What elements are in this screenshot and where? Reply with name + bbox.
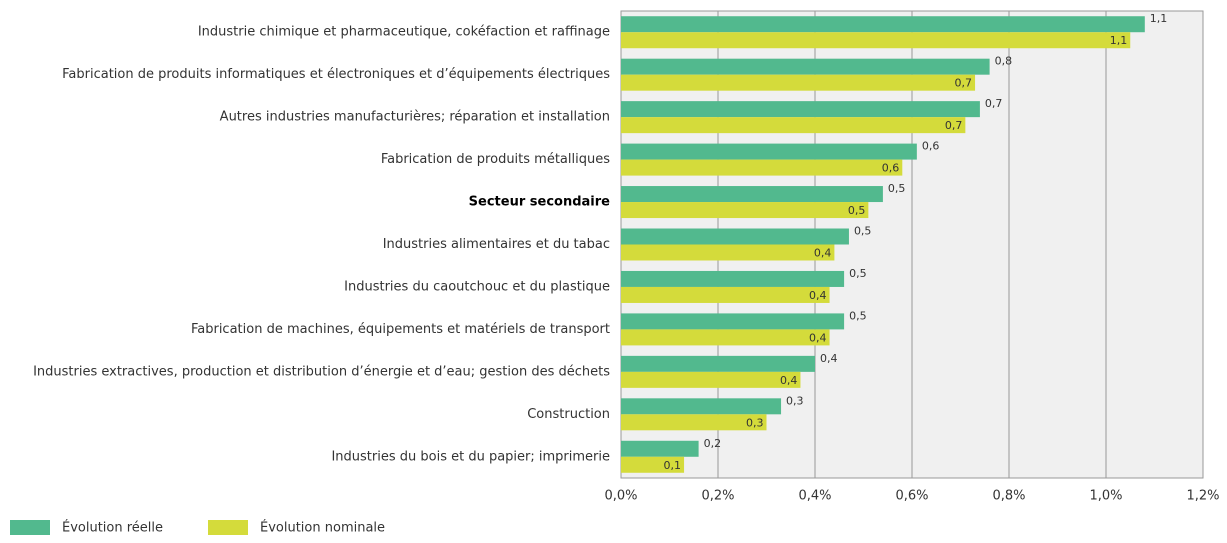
category-label: Fabrication de machines, équipements et … <box>191 322 610 337</box>
bar <box>621 398 782 415</box>
bar <box>621 355 815 372</box>
category-label: Construction <box>527 407 610 422</box>
value-label: 0,5 <box>848 204 866 217</box>
value-label: 0,4 <box>814 247 832 260</box>
legend-swatch <box>208 520 248 535</box>
x-tick-label: 0,0% <box>604 489 637 504</box>
bar <box>621 58 990 75</box>
x-tick-label: 0,4% <box>798 489 831 504</box>
legend-label: Évolution réelle <box>62 520 163 536</box>
bar <box>621 117 966 134</box>
bar <box>621 244 835 261</box>
bar <box>621 202 869 219</box>
bar <box>621 74 976 91</box>
value-label: 0,4 <box>820 352 838 365</box>
category-label: Industries du caoutchouc et du plastique <box>344 279 610 294</box>
x-tick-label: 1,0% <box>1089 489 1122 504</box>
value-label: 0,3 <box>746 416 764 429</box>
category-label: Industries du bois et du papier; imprime… <box>331 449 610 464</box>
legend-swatch <box>10 520 50 535</box>
bar <box>621 270 845 287</box>
value-label: 0,8 <box>995 55 1013 68</box>
bar <box>621 313 845 330</box>
bar <box>621 159 903 176</box>
value-label: 0,3 <box>786 394 804 407</box>
x-tick-label: 0,2% <box>701 489 734 504</box>
bar <box>621 371 801 388</box>
category-label: Fabrication de produits métalliques <box>381 152 610 167</box>
category-label: Secteur secondaire <box>469 195 611 210</box>
bar <box>621 16 1145 33</box>
value-label: 0,1 <box>664 459 682 472</box>
value-label: 0,7 <box>985 97 1003 110</box>
value-label: 0,2 <box>704 437 722 450</box>
bar <box>621 228 849 245</box>
value-label: 0,7 <box>945 119 963 132</box>
value-label: 0,6 <box>882 162 900 175</box>
value-label: 0,5 <box>849 309 867 322</box>
value-label: 0,5 <box>849 267 867 280</box>
bar <box>621 186 883 203</box>
value-label: 1,1 <box>1150 12 1168 25</box>
category-label: Industries alimentaires et du tabac <box>383 237 610 252</box>
value-label: 0,6 <box>922 140 940 153</box>
bar <box>621 456 685 473</box>
value-label: 1,1 <box>1110 34 1128 47</box>
value-label: 0,4 <box>809 289 827 302</box>
x-tick-label: 0,8% <box>992 489 1025 504</box>
category-label: Fabrication de produits informatiques et… <box>62 67 610 82</box>
value-label: 0,5 <box>888 182 906 195</box>
value-label: 0,7 <box>955 77 973 90</box>
bar <box>621 329 830 346</box>
category-label: Autres industries manufacturières; répar… <box>220 110 610 125</box>
bar <box>621 286 830 303</box>
value-label: 0,4 <box>780 374 798 387</box>
bar <box>621 101 980 118</box>
bar <box>621 32 1131 49</box>
x-tick-label: 1,2% <box>1186 489 1219 504</box>
legend-label: Évolution nominale <box>260 520 385 536</box>
x-tick-label: 0,6% <box>895 489 928 504</box>
bar <box>621 414 767 431</box>
category-label: Industries extractives, production et di… <box>33 364 610 379</box>
value-label: 0,4 <box>809 331 827 344</box>
category-label: Industrie chimique et pharmaceutique, co… <box>198 25 610 40</box>
bar <box>621 440 699 457</box>
bar <box>621 143 917 160</box>
value-label: 0,5 <box>854 225 872 238</box>
